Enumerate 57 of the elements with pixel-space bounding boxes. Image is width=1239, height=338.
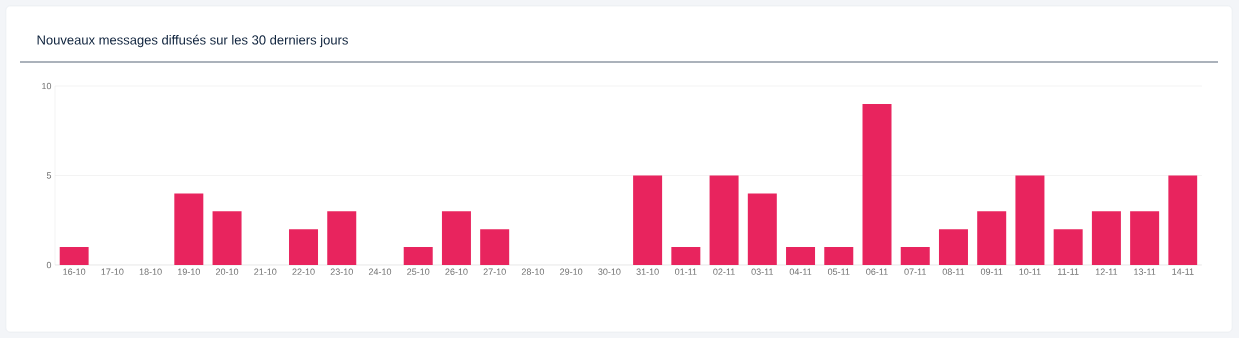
x-tick-label: 01-11 — [675, 268, 697, 275]
bar — [403, 247, 433, 265]
x-tick-label: 11-11 — [1058, 268, 1079, 275]
x-tick-label: 16-10 — [63, 268, 86, 275]
bar — [212, 211, 242, 265]
bar — [174, 193, 204, 265]
x-tick-label: 08-11 — [942, 268, 965, 275]
bar — [977, 211, 1007, 265]
bar — [480, 229, 510, 265]
chart-title: Nouveaux messages diffusés sur les 30 derniers jours — [37, 34, 348, 48]
x-tick-label: 19-10 — [178, 268, 200, 275]
bar — [1015, 175, 1045, 265]
bar — [1130, 211, 1160, 265]
x-tick-label: 05-11 — [827, 268, 850, 275]
x-tick-label: 26-10 — [445, 268, 468, 275]
y-tick-label: 10 — [42, 82, 52, 90]
bar — [289, 229, 319, 265]
y-tick-label: 0 — [46, 261, 52, 269]
bar — [709, 175, 739, 265]
x-tick-label: 24-10 — [368, 268, 392, 275]
x-tick-label: 10-11 — [1019, 268, 1041, 275]
bar — [1053, 229, 1083, 265]
x-tick-label: 28-10 — [521, 268, 545, 275]
x-tick-label: 20-10 — [216, 268, 239, 275]
bar — [862, 103, 892, 265]
bar — [938, 229, 968, 265]
x-tick-label: 09-11 — [980, 268, 1003, 275]
bar — [327, 211, 357, 265]
x-tick-label: 12-11 — [1095, 268, 1118, 275]
x-tick-label: 14-11 — [1172, 268, 1194, 275]
bar — [786, 247, 816, 265]
bar — [59, 247, 89, 265]
x-tick-label: 13-11 — [1134, 268, 1156, 275]
x-tick-label: 22-10 — [292, 268, 315, 275]
x-tick-label: 30-10 — [598, 268, 621, 275]
bar — [1091, 211, 1121, 265]
bar — [441, 211, 471, 265]
y-tick-label: 5 — [46, 172, 52, 179]
bar — [747, 193, 777, 265]
x-tick-label: 17-10 — [101, 268, 124, 275]
x-tick-label: 23-10 — [330, 268, 353, 275]
x-tick-label: 02-11 — [713, 268, 735, 275]
x-tick-label: 04-11 — [789, 268, 812, 275]
x-tick-label: 21-10 — [254, 268, 277, 275]
x-tick-label: 03-11 — [751, 268, 774, 275]
x-tick-label: 07-11 — [904, 268, 926, 275]
x-tick-label: 06-11 — [866, 268, 888, 275]
bar — [824, 247, 854, 265]
bar — [900, 247, 930, 265]
bar — [671, 247, 701, 265]
x-tick-label: 29-10 — [560, 268, 583, 275]
x-tick-label: 31-10 — [636, 268, 659, 275]
bar — [1168, 175, 1198, 265]
x-tick-label: 18-10 — [139, 268, 162, 275]
x-tick-label: 27-10 — [483, 268, 506, 275]
bar — [633, 175, 663, 265]
x-tick-label: 25-10 — [407, 268, 430, 275]
